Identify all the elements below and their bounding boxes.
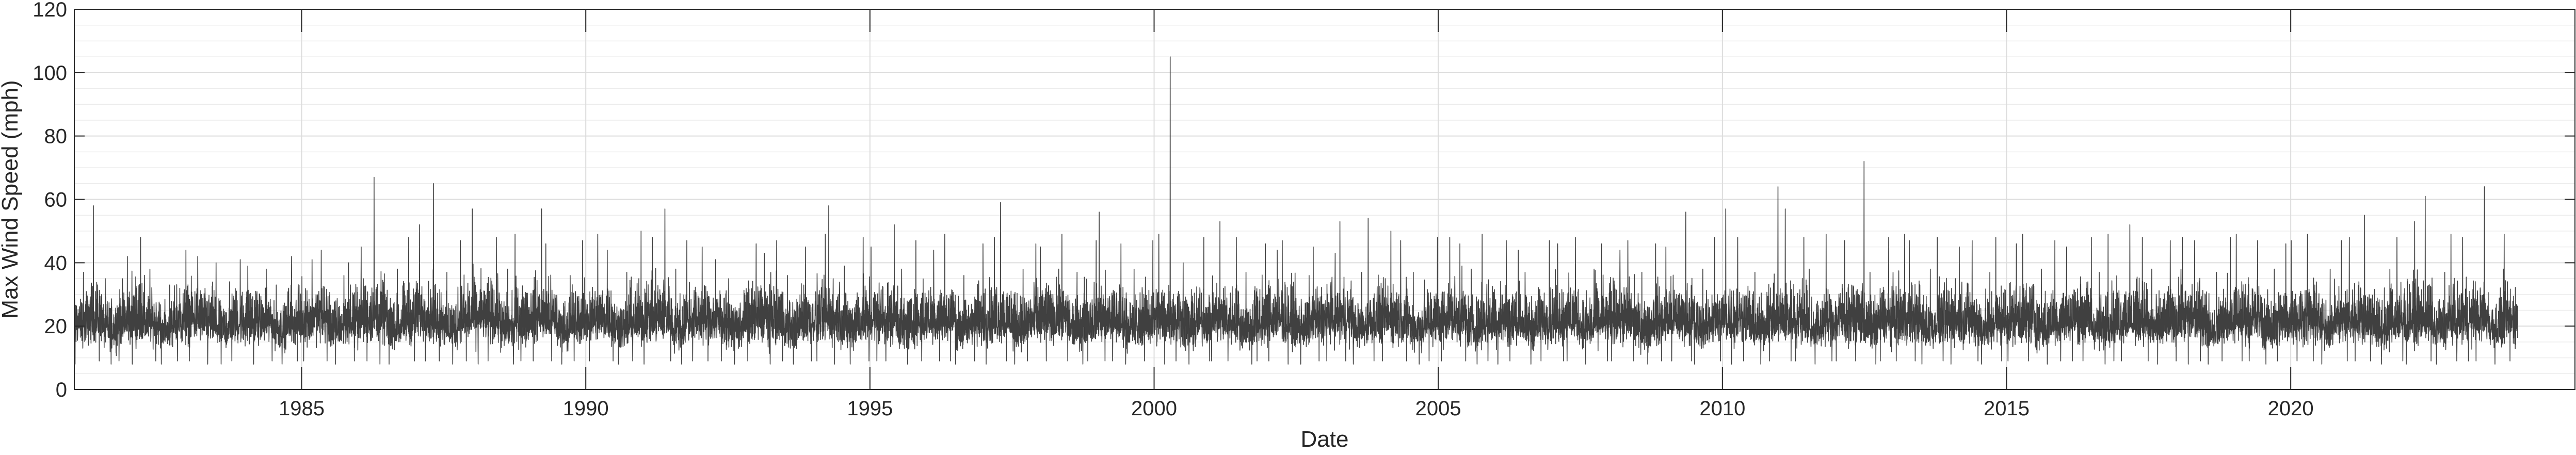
axes <box>74 9 2575 390</box>
x-tick-label: 1985 <box>279 397 325 420</box>
y-axis-label: Max Wind Speed (mph) <box>0 80 23 318</box>
x-axis-label: Date <box>1301 427 1349 452</box>
y-tick-label: 20 <box>44 315 68 338</box>
tick-labels: 0 20 40 60 80 100 120 1985 1990 1995 2000 2005 2010 2… <box>33 0 2313 420</box>
x-tick-label: 2000 <box>1131 397 1177 420</box>
y-tick-label: 0 <box>56 379 67 401</box>
x-tick-label: 2015 <box>1984 397 2030 420</box>
x-tick-label: 2005 <box>1415 397 1461 420</box>
y-tick-label: 100 <box>33 62 67 85</box>
y-tick-label: 120 <box>33 0 67 21</box>
y-tick-label: 80 <box>44 125 68 148</box>
x-tick-label: 1990 <box>563 397 609 420</box>
series-line-max-wind-speed <box>74 56 2518 365</box>
x-tick-label: 1995 <box>847 397 893 420</box>
y-tick-label: 60 <box>44 189 68 212</box>
y-tick-label: 40 <box>44 252 68 274</box>
data-series <box>74 56 2518 365</box>
x-tick-label: 2020 <box>2268 397 2314 420</box>
x-tick-label: 2010 <box>1699 397 1745 420</box>
